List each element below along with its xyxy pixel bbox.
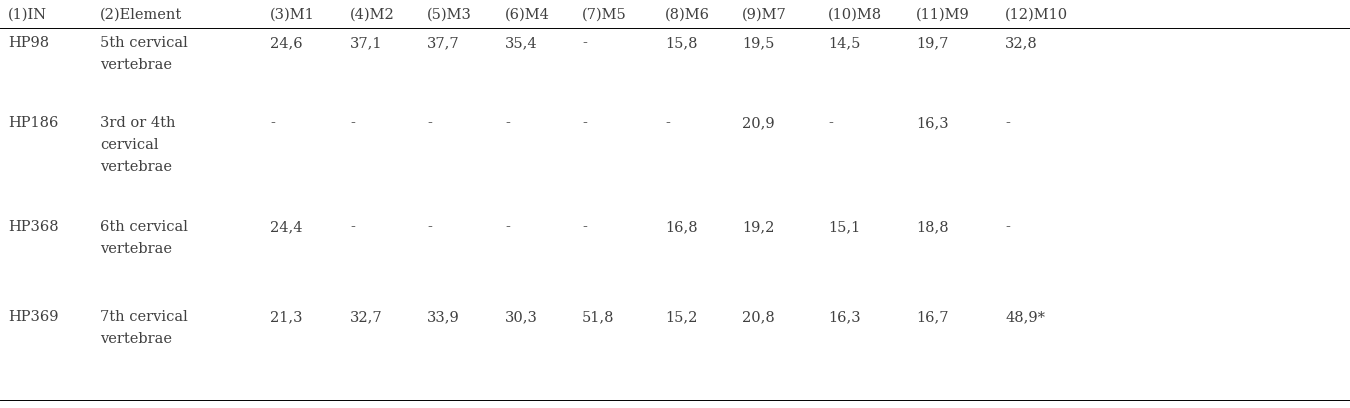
Text: 51,8: 51,8 (582, 310, 614, 324)
Text: 19,7: 19,7 (917, 36, 948, 50)
Text: 3rd or 4th: 3rd or 4th (100, 116, 176, 130)
Text: (11)M9: (11)M9 (917, 8, 969, 22)
Text: 16,3: 16,3 (828, 310, 861, 324)
Text: 37,7: 37,7 (427, 36, 459, 50)
Text: (6)M4: (6)M4 (505, 8, 549, 22)
Text: 15,1: 15,1 (828, 220, 860, 234)
Text: (8)M6: (8)M6 (666, 8, 710, 22)
Text: cervical: cervical (100, 138, 158, 152)
Text: 32,8: 32,8 (1004, 36, 1038, 50)
Text: -: - (1004, 116, 1010, 130)
Text: -: - (350, 116, 355, 130)
Text: (12)M10: (12)M10 (1004, 8, 1068, 22)
Text: vertebrae: vertebrae (100, 242, 171, 256)
Text: -: - (1004, 220, 1010, 234)
Text: 33,9: 33,9 (427, 310, 460, 324)
Text: -: - (270, 116, 275, 130)
Text: 18,8: 18,8 (917, 220, 949, 234)
Text: 19,5: 19,5 (743, 36, 775, 50)
Text: 15,8: 15,8 (666, 36, 698, 50)
Text: HP368: HP368 (8, 220, 58, 234)
Text: 7th cervical: 7th cervical (100, 310, 188, 324)
Text: 6th cervical: 6th cervical (100, 220, 188, 234)
Text: 48,9*: 48,9* (1004, 310, 1045, 324)
Text: (7)M5: (7)M5 (582, 8, 626, 22)
Text: 24,4: 24,4 (270, 220, 302, 234)
Text: 15,2: 15,2 (666, 310, 698, 324)
Text: vertebrae: vertebrae (100, 160, 171, 174)
Text: (10)M8: (10)M8 (828, 8, 882, 22)
Text: 16,7: 16,7 (917, 310, 949, 324)
Text: 35,4: 35,4 (505, 36, 537, 50)
Text: -: - (427, 220, 432, 234)
Text: vertebrae: vertebrae (100, 58, 171, 72)
Text: 24,6: 24,6 (270, 36, 302, 50)
Text: HP186: HP186 (8, 116, 58, 130)
Text: 19,2: 19,2 (743, 220, 775, 234)
Text: 16,8: 16,8 (666, 220, 698, 234)
Text: (3)M1: (3)M1 (270, 8, 315, 22)
Text: 30,3: 30,3 (505, 310, 537, 324)
Text: 20,8: 20,8 (743, 310, 775, 324)
Text: (2)Element: (2)Element (100, 8, 182, 22)
Text: -: - (666, 116, 670, 130)
Text: (9)M7: (9)M7 (743, 8, 787, 22)
Text: (4)M2: (4)M2 (350, 8, 394, 22)
Text: HP98: HP98 (8, 36, 49, 50)
Text: 5th cervical: 5th cervical (100, 36, 188, 50)
Text: 16,3: 16,3 (917, 116, 949, 130)
Text: 21,3: 21,3 (270, 310, 302, 324)
Text: (1)IN: (1)IN (8, 8, 47, 22)
Text: -: - (505, 116, 510, 130)
Text: HP369: HP369 (8, 310, 58, 324)
Text: -: - (505, 220, 510, 234)
Text: 32,7: 32,7 (350, 310, 382, 324)
Text: 37,1: 37,1 (350, 36, 382, 50)
Text: -: - (582, 116, 587, 130)
Text: -: - (427, 116, 432, 130)
Text: -: - (582, 36, 587, 50)
Text: -: - (828, 116, 833, 130)
Text: 20,9: 20,9 (743, 116, 775, 130)
Text: -: - (582, 220, 587, 234)
Text: -: - (350, 220, 355, 234)
Text: vertebrae: vertebrae (100, 332, 171, 346)
Text: 14,5: 14,5 (828, 36, 860, 50)
Text: (5)M3: (5)M3 (427, 8, 472, 22)
